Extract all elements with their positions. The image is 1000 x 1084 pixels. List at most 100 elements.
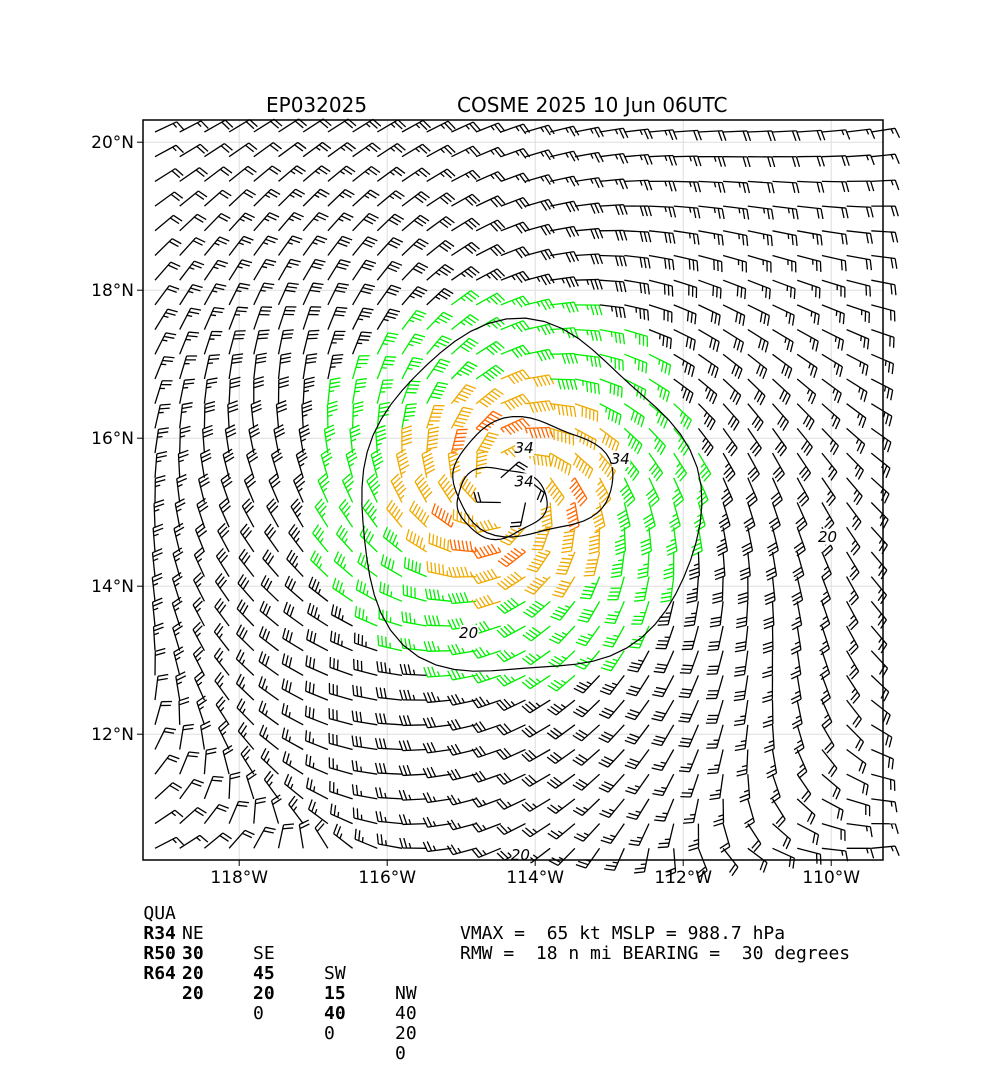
barb-feather bbox=[317, 236, 327, 239]
barb-half-feather bbox=[316, 147, 320, 150]
barb-feather bbox=[533, 545, 543, 546]
wind-barb bbox=[723, 206, 749, 219]
barb-half-feather bbox=[413, 670, 414, 675]
barb-feather bbox=[338, 634, 339, 644]
barb-feather bbox=[661, 416, 665, 426]
barb-feather bbox=[292, 236, 302, 239]
wind-barb bbox=[624, 330, 647, 347]
barb-feather bbox=[551, 455, 553, 465]
wind-barb bbox=[773, 453, 785, 481]
wind-barb bbox=[522, 675, 550, 688]
wind-barb bbox=[381, 554, 402, 576]
barb-feather bbox=[648, 129, 652, 139]
wind-barb bbox=[153, 598, 163, 626]
barb-feather bbox=[424, 457, 433, 462]
wind-barb bbox=[522, 651, 550, 665]
barb-half-feather bbox=[339, 219, 344, 221]
barb-half-feather bbox=[797, 740, 801, 743]
barb-feather bbox=[456, 397, 466, 401]
barb-feather bbox=[226, 429, 235, 434]
wind-barb bbox=[797, 478, 809, 506]
barb-feather bbox=[462, 367, 471, 372]
wind-barb bbox=[448, 450, 460, 478]
wind-barb bbox=[377, 144, 405, 157]
barb-feather bbox=[667, 547, 677, 551]
barb-feather bbox=[886, 735, 889, 745]
barb-feather bbox=[464, 388, 474, 392]
barb-feather bbox=[355, 829, 356, 839]
barb-feather bbox=[358, 553, 361, 563]
barb-feather bbox=[710, 338, 712, 348]
barb-feather bbox=[184, 379, 194, 380]
barb-half-feather bbox=[483, 825, 486, 829]
barb-half-feather bbox=[541, 127, 544, 131]
barb-feather bbox=[442, 336, 452, 340]
barb-feather bbox=[870, 233, 872, 243]
barb-feather bbox=[362, 267, 372, 270]
barb-half-feather bbox=[366, 616, 367, 621]
barb-feather bbox=[654, 765, 664, 767]
barb-feather bbox=[788, 369, 792, 379]
barb-feather bbox=[673, 233, 675, 243]
wind-barb bbox=[173, 548, 183, 577]
barb-half-feather bbox=[243, 709, 246, 714]
barb-feather bbox=[709, 646, 719, 647]
wind-barb bbox=[822, 305, 844, 324]
barb-half-feather bbox=[245, 757, 248, 761]
barb-feather bbox=[400, 690, 403, 700]
wind-barb bbox=[315, 499, 328, 527]
wind-barb bbox=[180, 356, 197, 379]
barb-half-feather bbox=[384, 319, 389, 320]
barb-feather bbox=[580, 598, 590, 599]
barb-half-feather bbox=[795, 642, 800, 644]
barb-feather bbox=[652, 794, 662, 796]
barb-feather bbox=[653, 740, 663, 742]
barb-half-feather bbox=[828, 491, 831, 495]
barb-feather bbox=[718, 234, 719, 244]
wind-barb bbox=[331, 631, 353, 651]
wind-barb bbox=[649, 330, 671, 349]
barb-half-feather bbox=[343, 590, 345, 595]
barb-half-feather bbox=[716, 790, 721, 791]
barb-half-feather bbox=[441, 149, 445, 153]
wind-barb bbox=[706, 700, 723, 723]
barb-feather bbox=[412, 293, 422, 297]
barb-feather bbox=[456, 669, 461, 678]
barb-half-feather bbox=[692, 589, 697, 590]
barb-feather bbox=[689, 844, 699, 847]
barb-feather bbox=[657, 443, 662, 452]
barb-feather bbox=[595, 331, 597, 341]
wind-barb bbox=[472, 569, 501, 584]
y-tick-label: 14°N bbox=[91, 577, 134, 597]
barb-feather bbox=[435, 563, 436, 573]
barb-feather bbox=[838, 393, 842, 403]
barb-feather bbox=[334, 805, 335, 815]
barb-half-feather bbox=[470, 572, 472, 577]
wind-barb bbox=[377, 309, 400, 330]
barb-feather bbox=[895, 824, 898, 834]
barb-half-feather bbox=[587, 356, 588, 361]
barb-feather bbox=[308, 334, 318, 335]
barb-feather bbox=[638, 415, 641, 425]
wind-barb bbox=[180, 835, 208, 848]
barb-half-feather bbox=[338, 812, 339, 817]
barb-feather bbox=[384, 340, 394, 342]
barb-feather bbox=[736, 642, 746, 644]
wind-barb bbox=[201, 721, 211, 749]
barb-feather bbox=[424, 461, 433, 466]
barb-feather bbox=[263, 727, 267, 737]
barb-feather bbox=[338, 283, 348, 285]
barb-half-feather bbox=[289, 219, 294, 221]
barb-feather bbox=[168, 309, 178, 312]
wind-barb bbox=[773, 280, 795, 299]
barb-feather bbox=[388, 333, 398, 335]
barb-feather bbox=[254, 377, 264, 380]
barb-feather bbox=[686, 337, 688, 347]
wind-barb bbox=[259, 676, 279, 700]
barb-feather bbox=[384, 360, 394, 361]
barb-half-feather bbox=[462, 648, 464, 653]
barb-feather bbox=[664, 419, 668, 429]
wind-barb bbox=[155, 381, 173, 404]
barb-half-feather bbox=[458, 823, 461, 827]
barb-feather bbox=[287, 287, 297, 288]
